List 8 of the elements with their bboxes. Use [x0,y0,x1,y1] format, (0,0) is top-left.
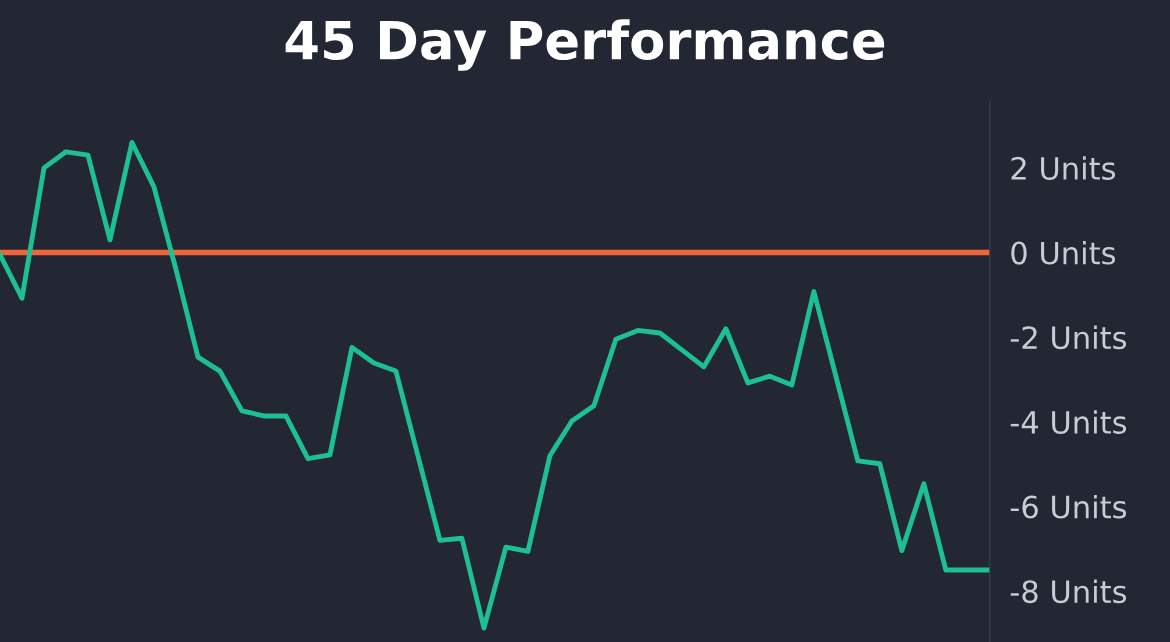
y-tick-label: -8 Units [1010,579,1127,604]
y-tick-label: 2 Units [1011,156,1116,180]
line-series [0,140,990,631]
y-tick-label: 0 Units [1011,240,1116,265]
y-tick-label: -6 Units [1010,494,1127,519]
chart-title: 45 Day Performance [285,19,885,71]
y-tick-label: -2 Units [1010,325,1127,350]
y-tick-label: -4 Units [1010,410,1127,434]
